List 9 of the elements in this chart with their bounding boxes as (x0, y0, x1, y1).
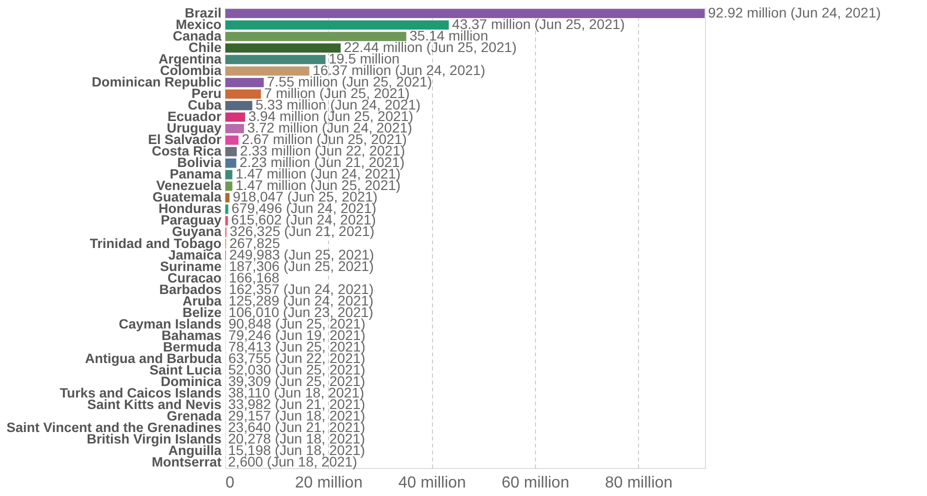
x-tick-label: 40 million (398, 474, 466, 492)
x-tick-label: 60 million (502, 474, 570, 492)
x-tick-label: 20 million (295, 474, 363, 492)
y-tick-label: Bolivia (177, 155, 222, 170)
data-label: 92.92 million (Jun 24, 2021) (708, 4, 881, 20)
x-tick-label: 0 (226, 474, 234, 492)
y-tick-label: Dominican Republic (92, 74, 222, 90)
y-tick-label: Argentina (158, 52, 222, 67)
x-tick-label: 80 million (604, 474, 673, 492)
